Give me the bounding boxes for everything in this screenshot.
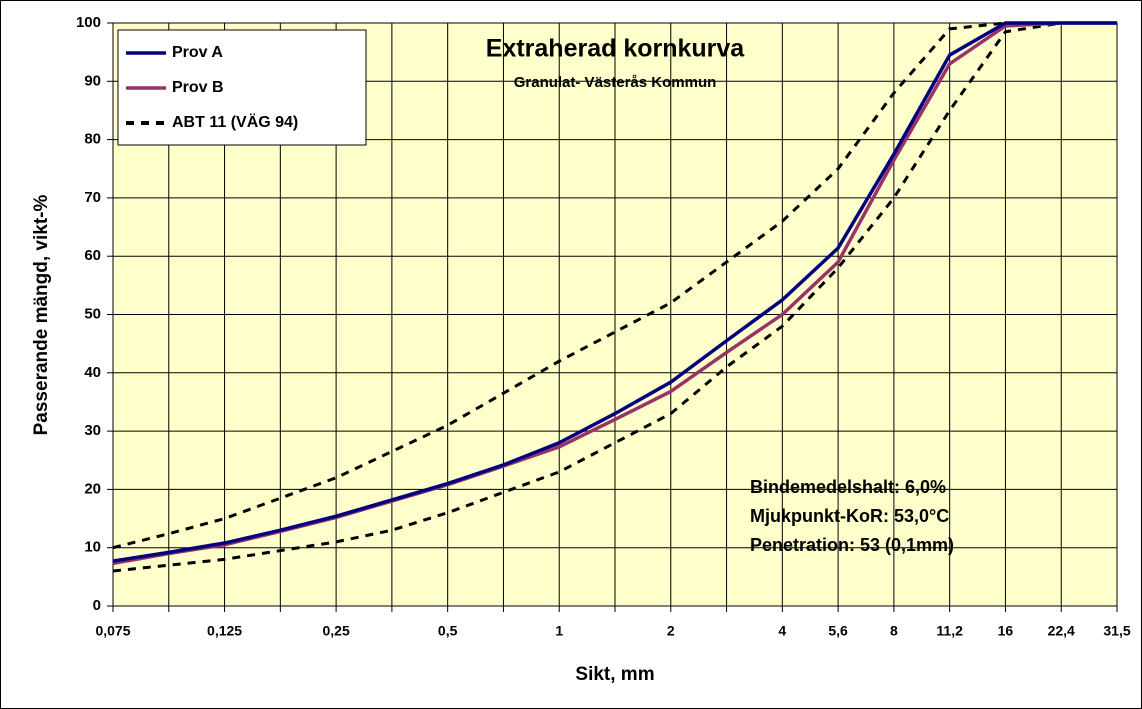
x-tick-label: 0,125: [207, 623, 242, 639]
y-tick-label: 60: [84, 247, 101, 264]
y-axis-label: Passerande mängd, vikt-%: [31, 195, 52, 436]
y-tick-label: 0: [93, 597, 101, 614]
legend-label: ABT 11 (VÄG 94): [172, 113, 298, 131]
limit-line: [112, 21, 1117, 550]
plot-border: [112, 22, 1118, 607]
y-tick-label: 80: [84, 131, 101, 148]
chart-subtitle: Granulat- Västerås Kommun: [514, 74, 717, 91]
limit-line: [112, 21, 1117, 573]
x-tick-label: 4: [778, 623, 786, 639]
x-tick-label: 5,6: [828, 623, 848, 639]
y-tick-label: 70: [84, 189, 101, 206]
annotation: Mjukpunkt-KoR: 53,0°C: [750, 506, 949, 526]
x-axis-label: Sikt, mm: [575, 664, 654, 685]
annotation: Penetration: 53 (0,1mm): [750, 535, 954, 555]
y-tick-label: 50: [84, 305, 101, 322]
y-tick-label: 20: [84, 480, 101, 497]
x-tick-label: 22,4: [1048, 623, 1075, 639]
y-tick-label: 10: [84, 539, 101, 556]
annotation: Bindemedelshalt: 6,0%: [750, 477, 946, 497]
x-tick-label: 0,075: [95, 623, 130, 639]
x-tick-label: 1: [555, 623, 563, 639]
x-tick-label: 16: [998, 623, 1014, 639]
x-tick-label: 31,5: [1103, 623, 1130, 639]
x-tick-label: 2: [667, 623, 675, 639]
chart-title: Extraherad kornkurva: [486, 35, 746, 63]
y-tick-label: 90: [84, 72, 101, 89]
y-tick-label: 30: [84, 422, 101, 439]
x-tick-label: 11,2: [936, 623, 963, 639]
y-tick-label: 40: [84, 364, 101, 381]
x-tick-label: 0,5: [438, 623, 458, 639]
legend-label: Prov B: [172, 79, 224, 96]
y-tick-label: 100: [76, 14, 101, 31]
x-tick-label: 8: [890, 623, 898, 639]
series-line: [112, 21, 1117, 563]
x-tick-label: 0,25: [322, 623, 349, 639]
legend-label: Prov A: [172, 44, 223, 61]
